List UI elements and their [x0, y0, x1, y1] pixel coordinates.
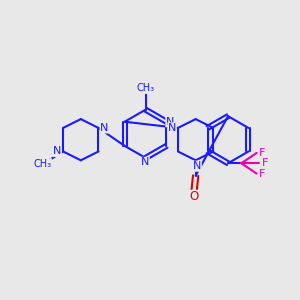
Text: N: N	[168, 123, 176, 133]
Text: N: N	[141, 158, 149, 167]
Text: N: N	[53, 146, 61, 157]
Text: CH₃: CH₃	[34, 159, 52, 169]
Text: N: N	[166, 117, 174, 127]
Text: CH₃: CH₃	[136, 83, 154, 94]
Text: N: N	[100, 123, 109, 133]
Text: O: O	[190, 190, 199, 203]
Text: F: F	[262, 158, 268, 168]
Text: F: F	[259, 148, 266, 158]
Text: F: F	[259, 169, 266, 178]
Text: N: N	[193, 161, 201, 171]
